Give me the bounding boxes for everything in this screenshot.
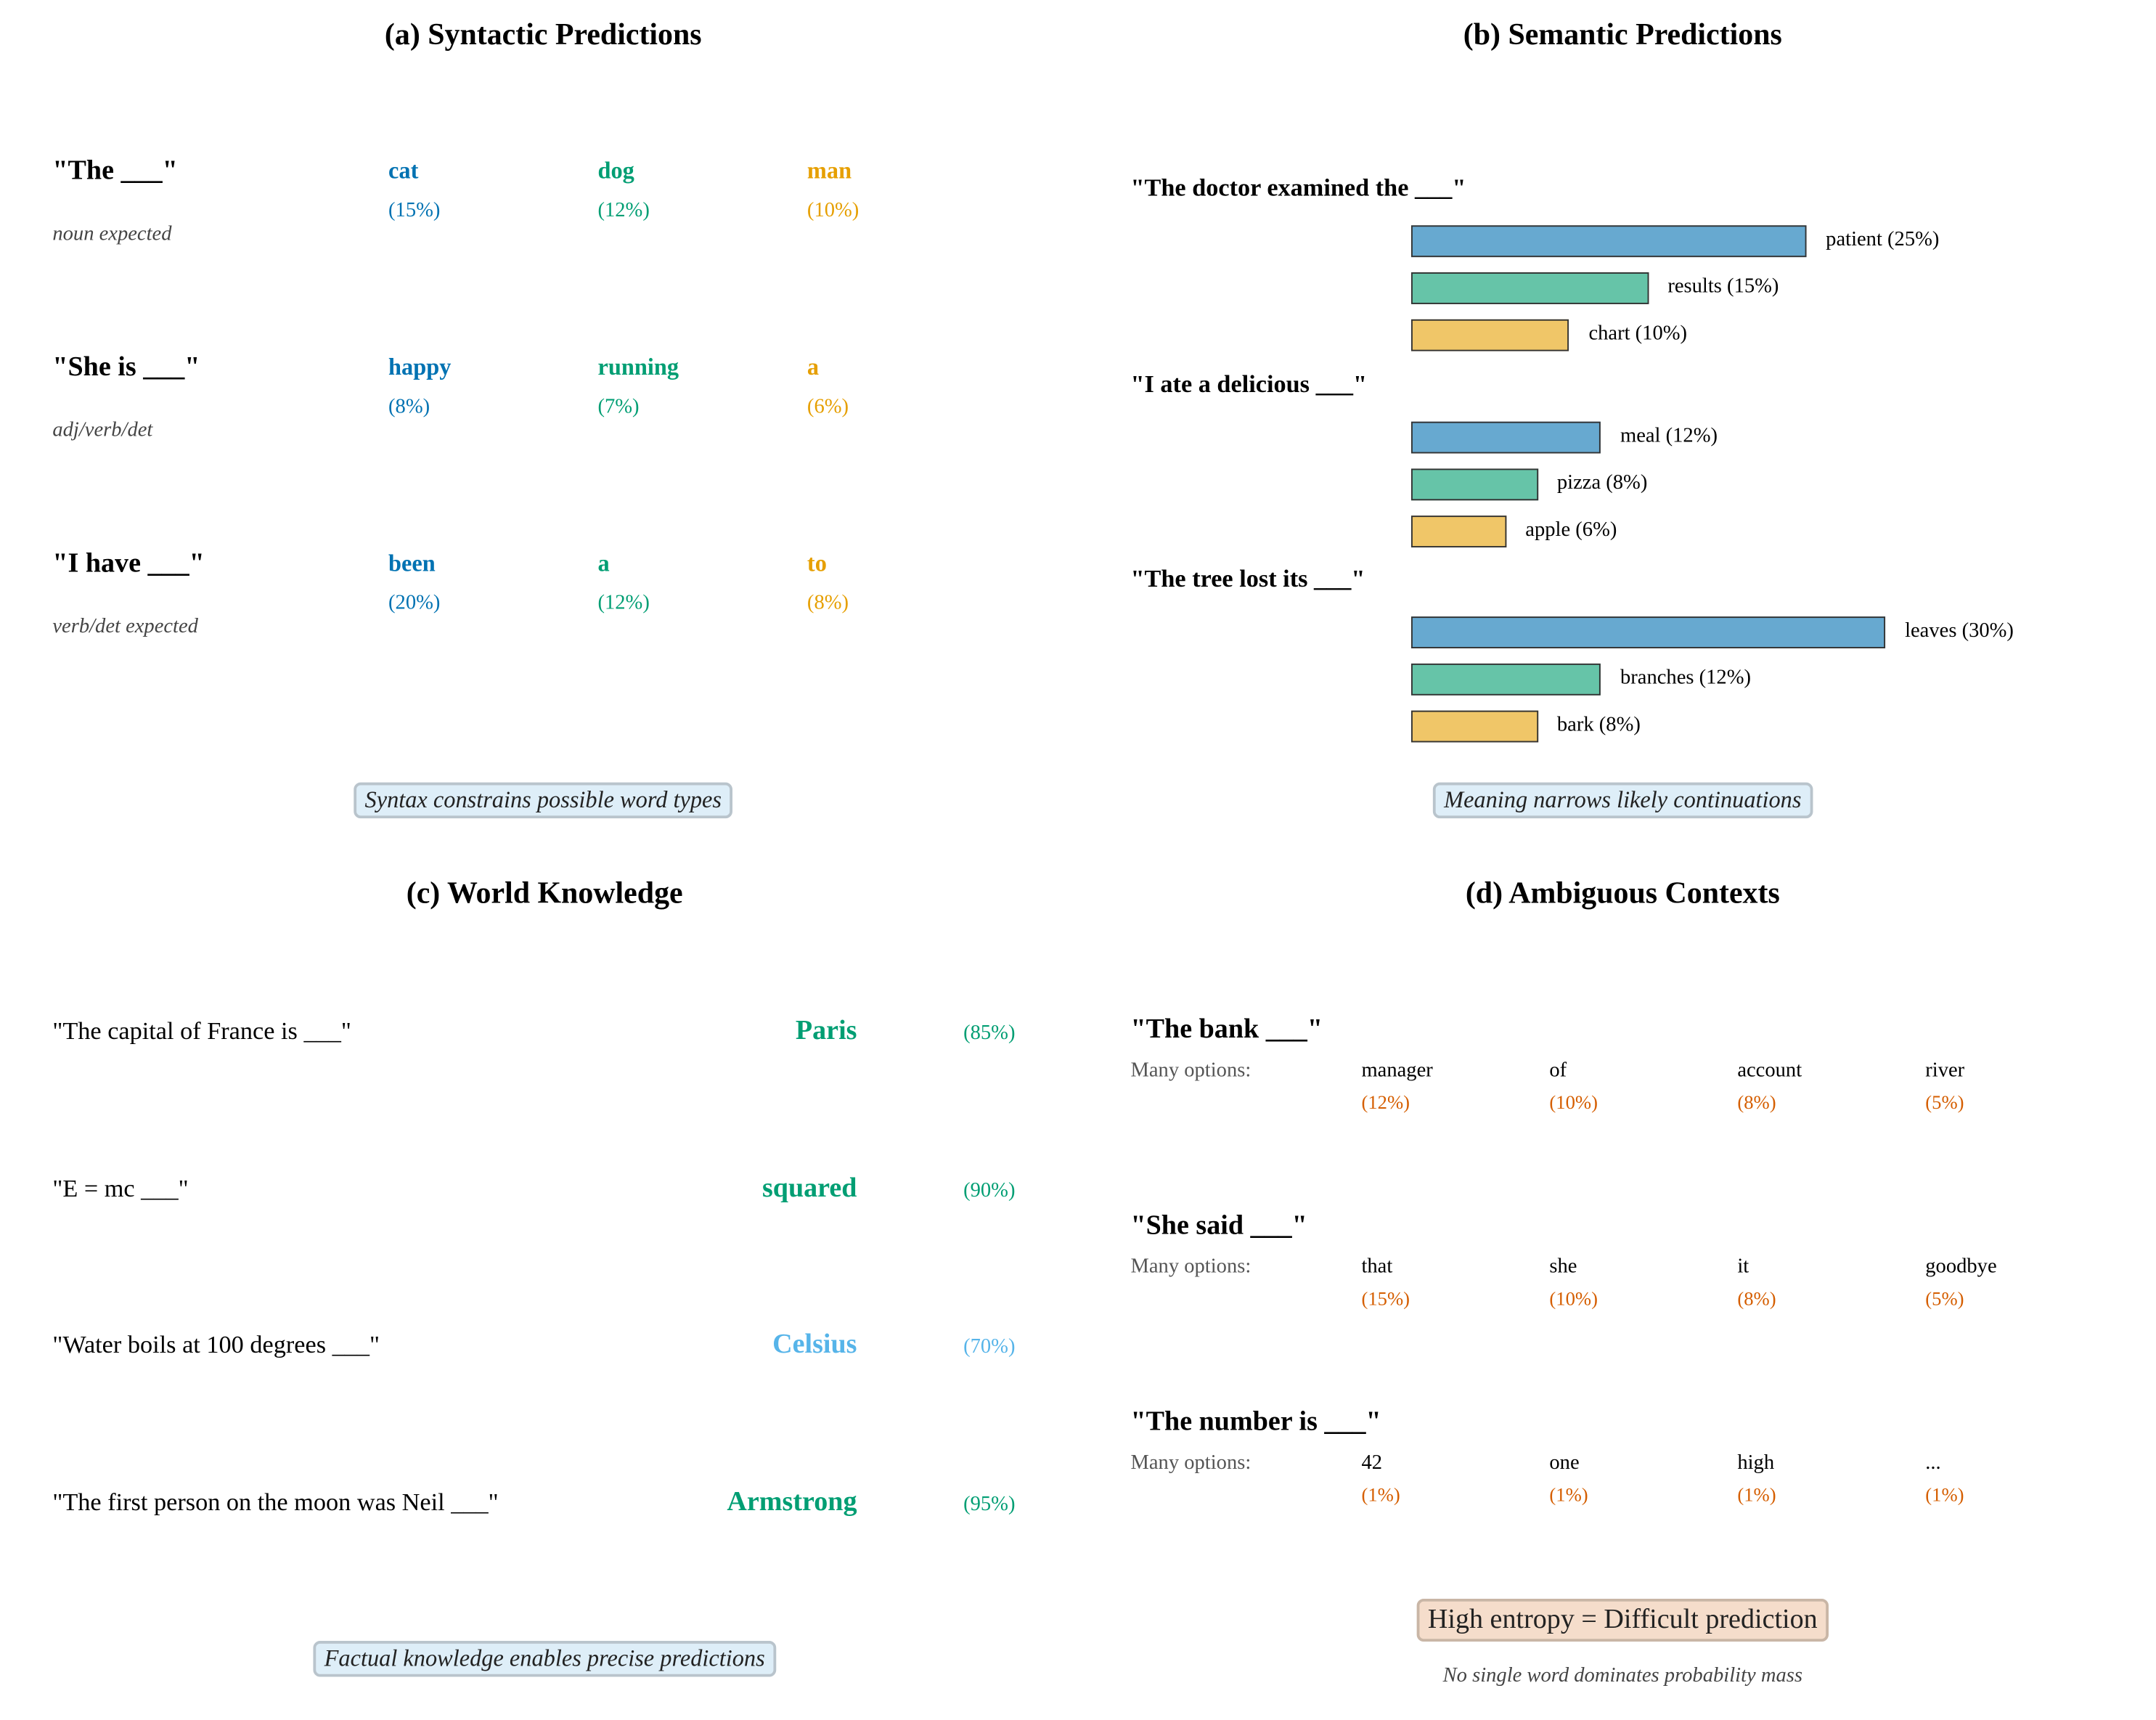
panel-b-title: (b) Semantic Predictions — [1463, 16, 1782, 52]
fact-prompt: "The first person on the moon was Neil _… — [52, 1488, 499, 1516]
candidate-word: of — [1549, 1059, 1567, 1082]
candidate-word: 42 — [1361, 1452, 1382, 1475]
fact-prompt: "E = mc ___" — [52, 1173, 189, 1202]
options-label: Many options: — [1130, 1452, 1251, 1475]
candidate-word: river — [1925, 1059, 1965, 1082]
probability-bar — [1410, 515, 1506, 547]
candidate-probability: (10%) — [1549, 1289, 1598, 1311]
panel-a-caption: Syntax constrains possible word types — [354, 782, 733, 819]
context-note: noun expected — [52, 223, 172, 245]
candidate-probability: (8%) — [1737, 1289, 1776, 1311]
bar-label: apple (6%) — [1525, 518, 1617, 541]
candidate-word: account — [1737, 1059, 1802, 1082]
context-prompt: "The doctor examined the ___" — [1130, 173, 1466, 202]
candidate-word: manager — [1361, 1059, 1433, 1082]
candidate-probability: (1%) — [1361, 1485, 1400, 1507]
predicted-word: dog — [597, 158, 634, 184]
context-prompt: "I have ___" — [52, 547, 205, 579]
panel-b-caption: Meaning narrows likely continuations — [1432, 782, 1813, 819]
answer-probability: (70%) — [963, 1336, 1016, 1359]
fact-prompt: "The capital of France is ___" — [52, 1016, 351, 1045]
prediction-probability: (15%) — [388, 200, 441, 222]
prediction-probability: (20%) — [388, 592, 441, 615]
panel-d-title: (d) Ambiguous Contexts — [1465, 875, 1780, 910]
bar-label: meal (12%) — [1620, 424, 1718, 447]
predicted-answer: squared — [761, 1172, 857, 1203]
probability-bar — [1410, 225, 1807, 258]
candidate-word: it — [1737, 1255, 1749, 1279]
probability-bar — [1410, 468, 1538, 500]
panel-d-note: No single word dominates probability mas… — [1442, 1665, 1802, 1687]
answer-probability: (85%) — [963, 1022, 1016, 1045]
candidate-probability: (1%) — [1925, 1485, 1964, 1507]
answer-probability: (90%) — [963, 1179, 1016, 1202]
panel-d-caption: High entropy = Difficult prediction — [1416, 1598, 1829, 1642]
prediction-probability: (8%) — [807, 592, 849, 615]
context-prompt: "The number is ___" — [1130, 1406, 1381, 1438]
panel-c-title: (c) World Knowledge — [406, 875, 683, 910]
predicted-answer: Armstrong — [727, 1486, 857, 1517]
bar-label: branches (12%) — [1620, 667, 1752, 690]
bar-label: patient (25%) — [1826, 229, 1940, 251]
bar-label: leaves (30%) — [1905, 619, 2014, 643]
bar-label: chart (10%) — [1588, 322, 1688, 346]
context-prompt: "She is ___" — [52, 351, 200, 383]
predicted-word: running — [597, 354, 679, 380]
prediction-probability: (8%) — [388, 396, 430, 418]
probability-bar — [1410, 420, 1601, 453]
probability-bar — [1410, 616, 1886, 648]
panel-a-title: (a) Syntactic Predictions — [384, 16, 702, 52]
candidate-word: ... — [1925, 1452, 1941, 1475]
predicted-word: cat — [388, 158, 419, 184]
candidate-probability: (12%) — [1361, 1093, 1410, 1114]
candidate-word: that — [1361, 1255, 1393, 1279]
candidate-word: high — [1737, 1452, 1775, 1475]
prediction-probability: (6%) — [807, 396, 849, 418]
candidate-probability: (8%) — [1737, 1093, 1776, 1114]
predicted-word: been — [388, 550, 436, 576]
prediction-probability: (12%) — [597, 592, 650, 615]
predicted-word: a — [807, 354, 820, 380]
predicted-word: happy — [388, 354, 452, 380]
context-note: adj/verb/det — [52, 419, 153, 442]
candidate-word: she — [1549, 1255, 1577, 1279]
bar-label: bark (8%) — [1556, 714, 1641, 736]
context-note: verb/det expected — [52, 616, 198, 638]
probability-bar — [1410, 710, 1538, 743]
candidate-probability: (1%) — [1737, 1485, 1776, 1507]
context-prompt: "The bank ___" — [1130, 1014, 1323, 1045]
predicted-word: man — [807, 158, 852, 184]
candidate-word: one — [1549, 1452, 1580, 1475]
probability-bar — [1410, 663, 1601, 696]
predicted-word: to — [807, 550, 827, 576]
prediction-probability: (12%) — [597, 200, 650, 222]
predicted-answer: Celsius — [772, 1329, 857, 1361]
context-prompt: "The ___" — [52, 155, 178, 187]
panel-c-caption: Factual knowledge enables precise predic… — [313, 1641, 776, 1677]
candidate-probability: (1%) — [1549, 1485, 1588, 1507]
probability-bar — [1410, 272, 1649, 304]
bar-label: pizza (8%) — [1556, 471, 1648, 494]
context-prompt: "I ate a delicious ___" — [1130, 369, 1368, 397]
fact-prompt: "Water boils at 100 degrees ___" — [52, 1331, 380, 1359]
options-label: Many options: — [1130, 1059, 1251, 1082]
predicted-answer: Paris — [795, 1015, 857, 1046]
candidate-probability: (5%) — [1925, 1093, 1964, 1114]
predicted-word: a — [597, 550, 610, 576]
prediction-probability: (7%) — [597, 396, 640, 418]
bar-label: results (15%) — [1667, 275, 1779, 298]
candidate-probability: (10%) — [1549, 1093, 1598, 1114]
prediction-probability: (10%) — [807, 200, 859, 222]
options-label: Many options: — [1130, 1255, 1251, 1279]
candidate-word: goodbye — [1925, 1255, 1997, 1279]
candidate-probability: (5%) — [1925, 1289, 1964, 1311]
candidate-probability: (15%) — [1361, 1289, 1410, 1311]
context-prompt: "The tree lost its ___" — [1130, 564, 1365, 592]
context-prompt: "She said ___" — [1130, 1210, 1307, 1241]
answer-probability: (95%) — [963, 1493, 1016, 1516]
probability-bar — [1410, 319, 1569, 351]
